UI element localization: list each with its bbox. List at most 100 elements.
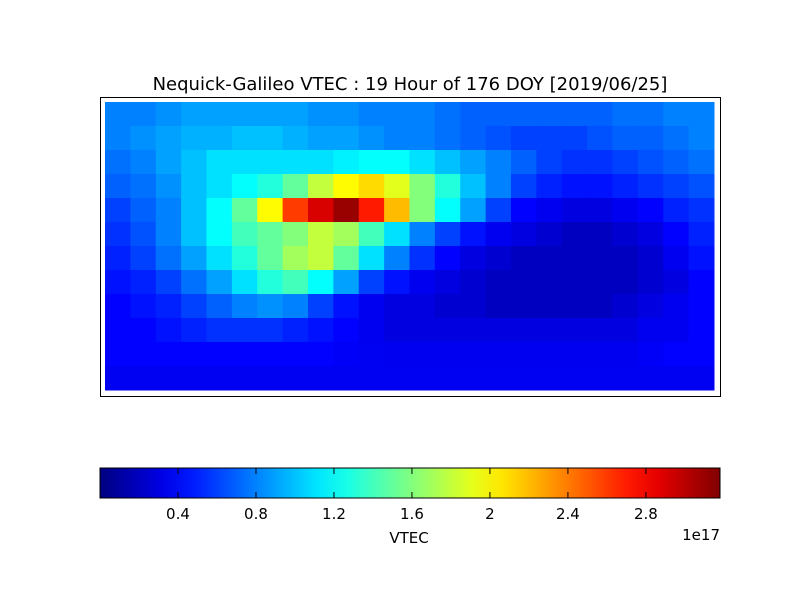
cell [181, 342, 207, 367]
cell [105, 246, 131, 271]
cell [282, 102, 309, 127]
cell [333, 294, 360, 319]
cell [333, 150, 360, 175]
cell [333, 342, 360, 367]
cell [561, 366, 588, 391]
cell [688, 366, 715, 391]
cell [434, 102, 461, 127]
cell [308, 318, 334, 343]
cell [587, 102, 613, 127]
cell [637, 174, 664, 199]
cell [409, 342, 436, 367]
cell [561, 294, 588, 319]
cell [333, 270, 360, 295]
cell [587, 246, 613, 271]
cell [130, 126, 157, 151]
cell [536, 270, 563, 295]
cell [358, 222, 385, 247]
cell [434, 246, 461, 271]
cell [511, 270, 537, 295]
cell [358, 294, 385, 319]
cell [637, 342, 664, 367]
cell [663, 150, 690, 175]
cell [434, 270, 461, 295]
cell [434, 126, 461, 151]
colorbar-ticks: 0.4 0.8 1.2 1.6 2 2.4 2.8 [166, 468, 658, 523]
cell [536, 198, 563, 223]
cell [663, 174, 690, 199]
cell [485, 342, 512, 367]
cell [181, 174, 207, 199]
cell [536, 366, 563, 391]
cell [688, 102, 715, 127]
cell [511, 318, 537, 343]
cell [257, 342, 284, 367]
cell [561, 198, 588, 223]
cell [206, 318, 233, 343]
cell [308, 270, 334, 295]
cell [587, 294, 613, 319]
cell [637, 102, 664, 127]
cell [485, 126, 512, 151]
cell [257, 246, 284, 271]
cell [536, 246, 563, 271]
cell [206, 222, 233, 247]
cell [181, 102, 207, 127]
cell [485, 246, 512, 271]
cell [206, 102, 233, 127]
cell [231, 150, 258, 175]
cell [105, 102, 131, 127]
cell [358, 198, 385, 223]
cell [358, 318, 385, 343]
cell [460, 318, 487, 343]
cell [105, 318, 131, 343]
cell [130, 342, 157, 367]
cell [333, 318, 360, 343]
cell [663, 198, 690, 223]
cell [536, 318, 563, 343]
cell [130, 294, 157, 319]
cell [181, 270, 207, 295]
cell [282, 222, 309, 247]
tick-label: 0.8 [244, 505, 268, 523]
cell [434, 342, 461, 367]
cell [561, 102, 588, 127]
cell [308, 102, 334, 127]
cell [587, 126, 613, 151]
cell [587, 174, 613, 199]
cell [181, 246, 207, 271]
cell [231, 174, 258, 199]
cell [155, 222, 182, 247]
cell [282, 342, 309, 367]
cell [460, 222, 487, 247]
cell [358, 126, 385, 151]
cell [612, 222, 639, 247]
cell [637, 366, 664, 391]
cell [105, 366, 131, 391]
cell [511, 246, 537, 271]
cell [206, 126, 233, 151]
cell [333, 222, 360, 247]
cell [231, 246, 258, 271]
cell [561, 222, 588, 247]
cell [688, 222, 715, 247]
cell [460, 174, 487, 199]
cell [663, 342, 690, 367]
cell [409, 198, 436, 223]
cell [460, 342, 487, 367]
cell [282, 246, 309, 271]
cell [663, 246, 690, 271]
cell [434, 366, 461, 391]
cell [511, 222, 537, 247]
cell [460, 150, 487, 175]
tick-label: 2.4 [556, 505, 580, 523]
cell [409, 222, 436, 247]
cell [155, 102, 182, 127]
cell [282, 294, 309, 319]
cell [612, 294, 639, 319]
cell [257, 366, 284, 391]
cell [409, 102, 436, 127]
cell [612, 318, 639, 343]
cell [358, 174, 385, 199]
